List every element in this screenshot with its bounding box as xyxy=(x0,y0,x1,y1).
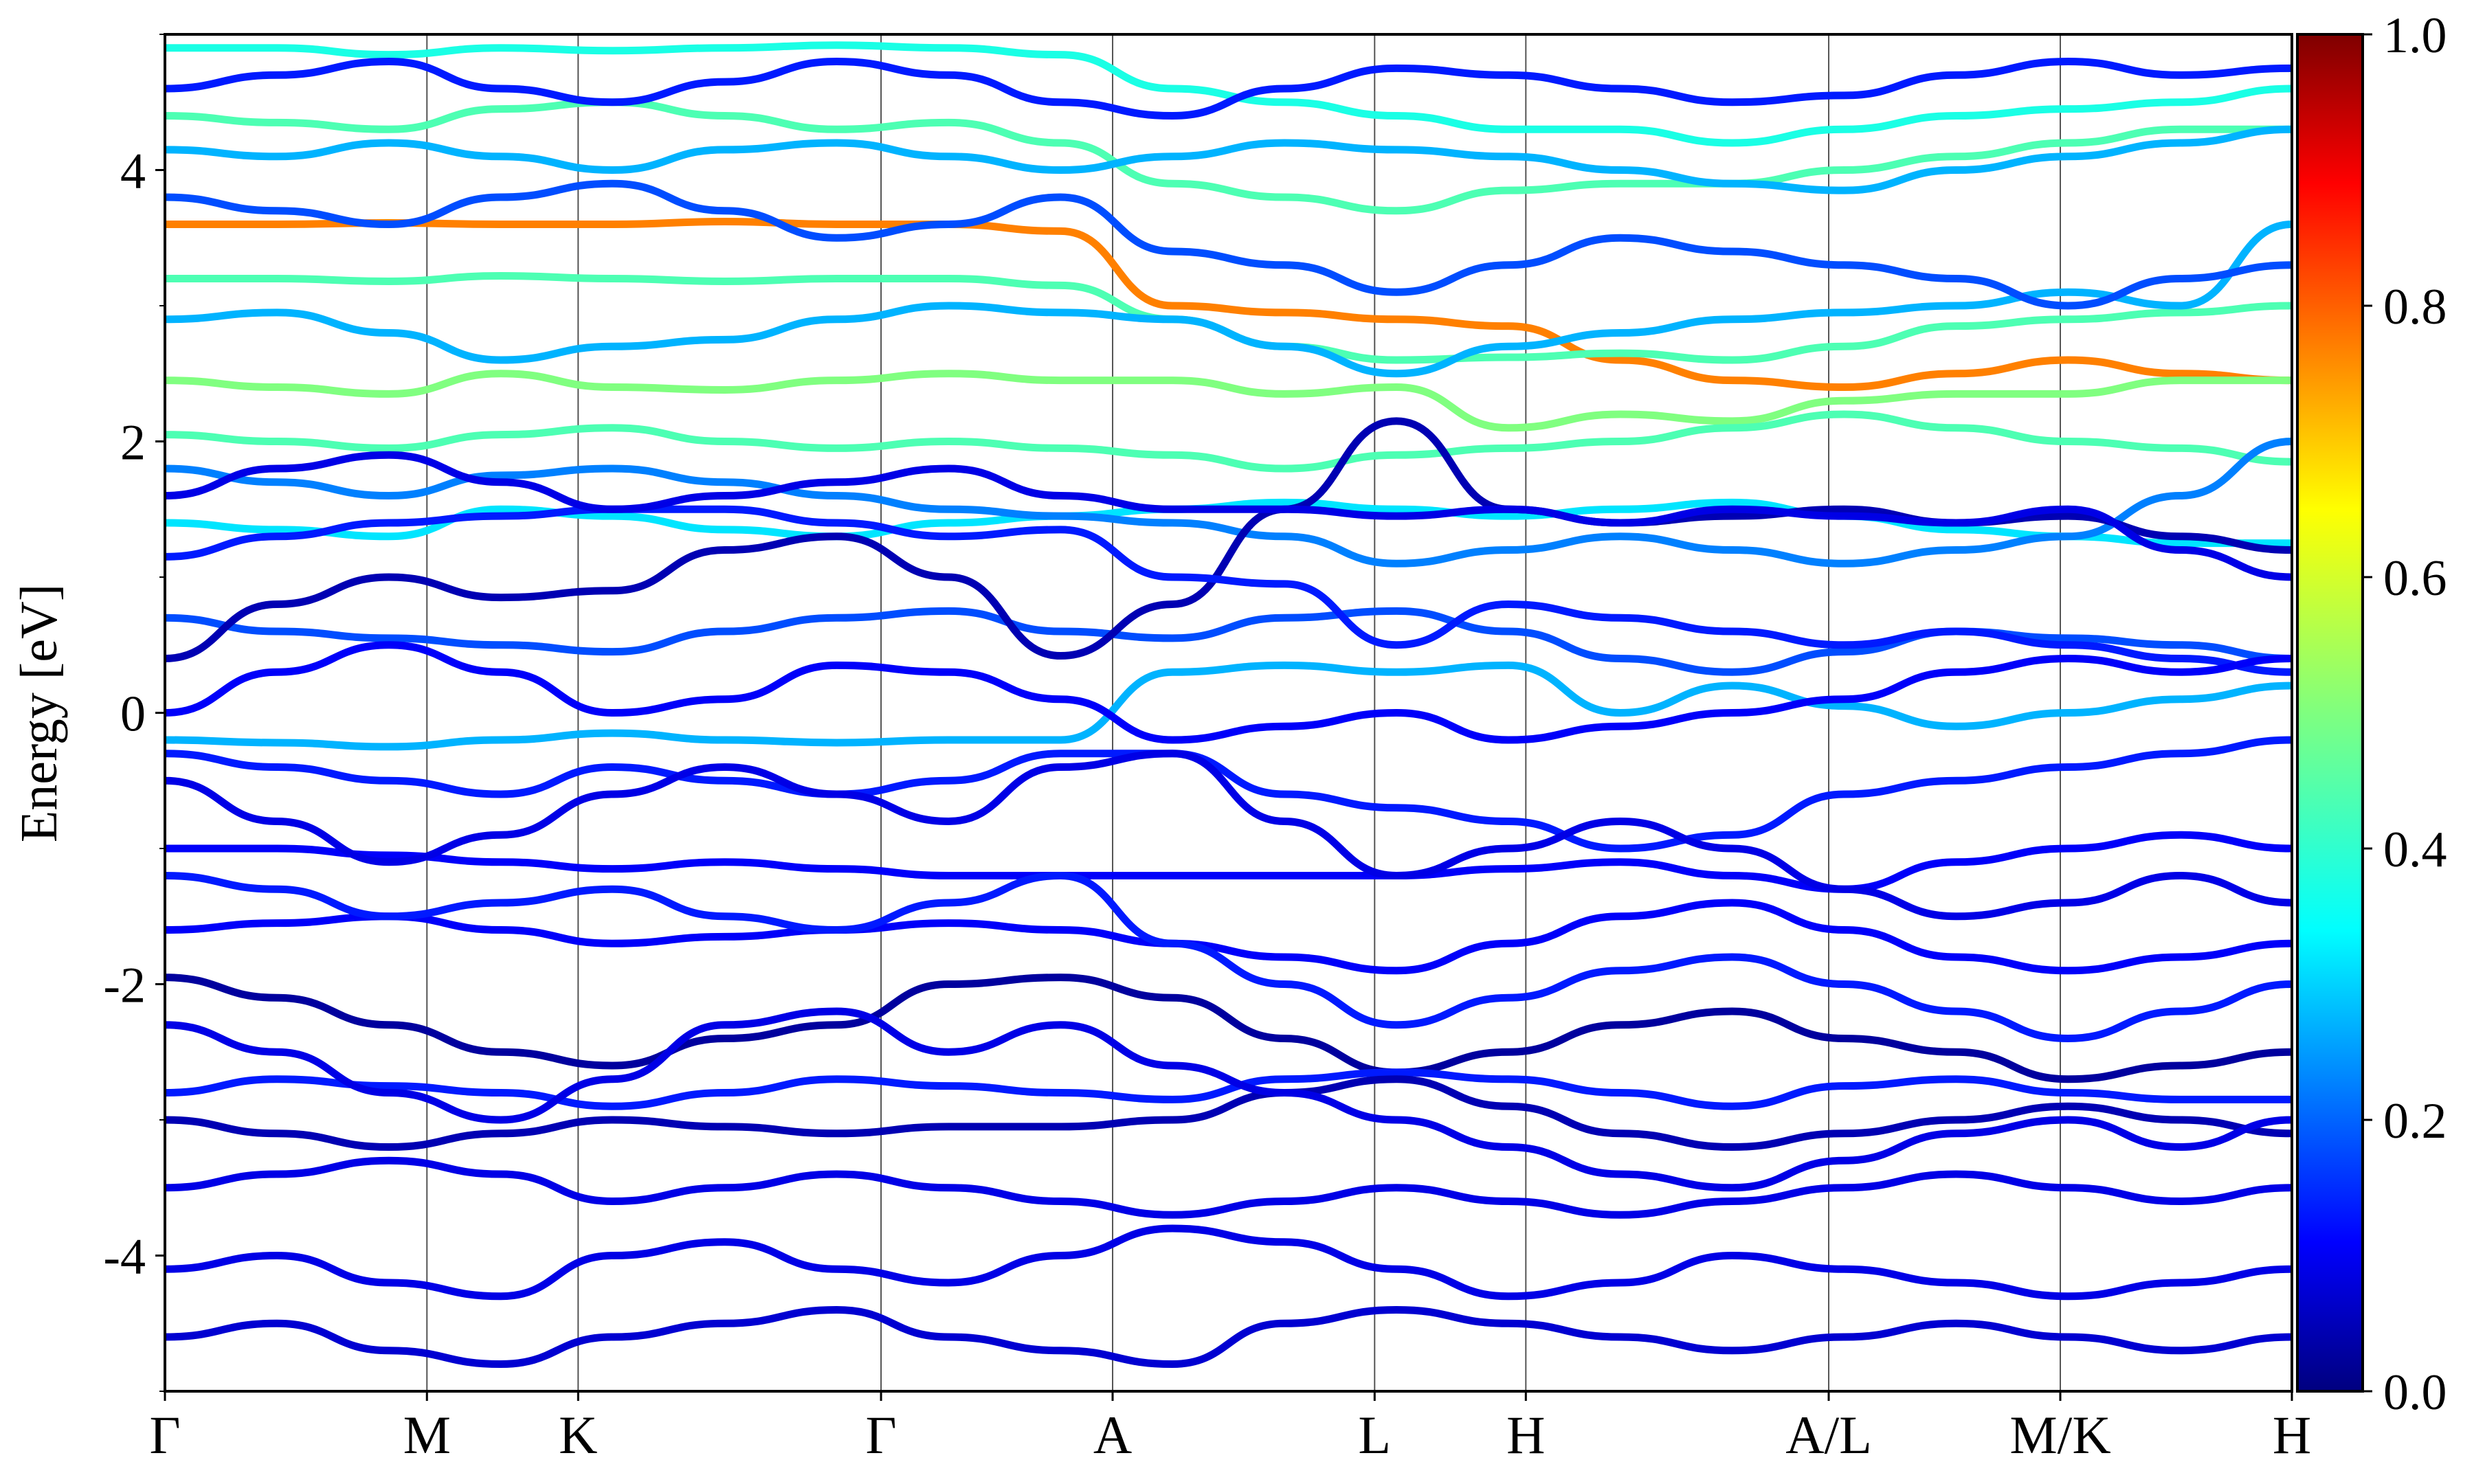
band-line xyxy=(165,1075,2292,1151)
colorbar-tick-label: 0.6 xyxy=(2383,550,2447,607)
band-line xyxy=(165,218,2292,392)
colorbar xyxy=(2296,33,2364,1393)
y-tick-label: 4 xyxy=(120,144,146,200)
band-line xyxy=(165,1068,2292,1110)
x-tick-label: A xyxy=(1093,1405,1132,1465)
band-line xyxy=(165,125,2292,194)
x-tick-label: Γ xyxy=(149,1405,180,1465)
band-line xyxy=(165,1305,2292,1369)
band-line xyxy=(165,750,2292,921)
band-line xyxy=(165,899,2292,975)
x-tick-label: L xyxy=(1358,1405,1391,1465)
band-line xyxy=(165,831,2292,893)
colorbar-axis: 0.0 0.2 0.4 0.6 0.8 1.0 xyxy=(2363,8,2447,1421)
x-tick-label: K xyxy=(559,1405,597,1465)
band-line xyxy=(165,98,2292,215)
x-tick-label: Γ xyxy=(865,1405,896,1465)
colorbar-tick-label: 0.4 xyxy=(2383,822,2447,878)
plot-frame xyxy=(164,33,2293,1393)
colorbar-tick-label: 1.0 xyxy=(2383,8,2447,64)
colorbar-tick-label: 0.0 xyxy=(2383,1364,2447,1421)
band-line xyxy=(165,871,2292,1043)
band-line xyxy=(165,41,2292,147)
band-line xyxy=(165,661,2292,751)
y-axis-label: Energy [eV] xyxy=(10,584,68,842)
band-line xyxy=(165,179,2292,310)
band-line xyxy=(165,505,2292,676)
y-tick-label: -2 xyxy=(103,958,146,1014)
x-tick-label: M/K xyxy=(2009,1405,2110,1465)
band-line xyxy=(165,410,2292,473)
y-tick-label: -4 xyxy=(103,1229,146,1285)
colorbar-tick-label: 0.2 xyxy=(2383,1093,2447,1149)
colorbar-tick-label: 0.8 xyxy=(2383,279,2447,335)
band-line xyxy=(165,1224,2292,1301)
band-line xyxy=(165,272,2292,364)
band-line xyxy=(165,736,2292,853)
y-tick-label: 0 xyxy=(120,686,146,743)
band-line xyxy=(165,607,2292,676)
x-tick-label: H xyxy=(2273,1405,2311,1465)
band-line xyxy=(165,221,2292,378)
x-tick-label: A/L xyxy=(1785,1405,1872,1465)
band-line xyxy=(165,57,2292,120)
band-line xyxy=(165,641,2292,744)
band-line xyxy=(165,451,2292,581)
y-tick-label: 2 xyxy=(120,415,146,471)
band-line xyxy=(165,417,2292,662)
x-tick-label: M xyxy=(403,1405,451,1465)
x-axis: Γ M K Γ A L H A/L M/K H xyxy=(149,1391,2311,1465)
y-axis: 4 2 0 -2 -4 xyxy=(103,34,165,1392)
x-tick-label: H xyxy=(1506,1405,1545,1465)
band-line xyxy=(165,1156,2292,1219)
band-line xyxy=(165,1007,2292,1192)
band-line xyxy=(165,974,2292,1083)
band-line xyxy=(165,370,2292,432)
band-lines xyxy=(165,41,2292,1369)
